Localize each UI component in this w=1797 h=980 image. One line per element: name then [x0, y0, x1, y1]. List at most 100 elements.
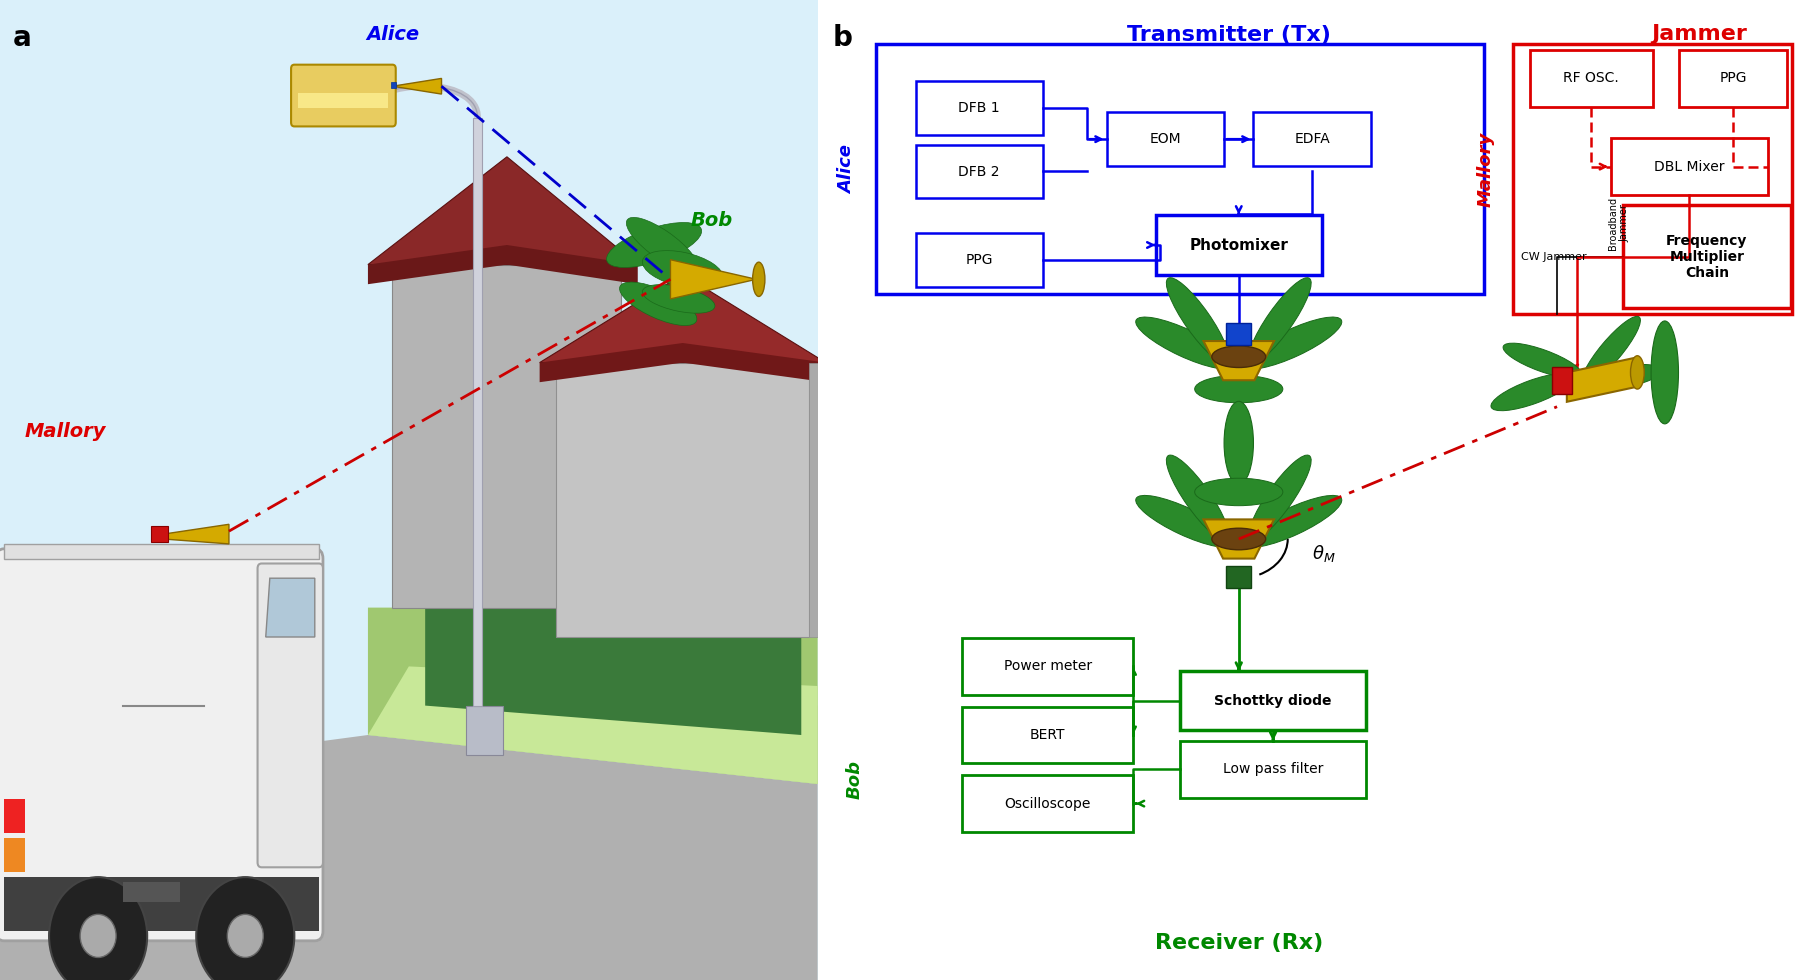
Polygon shape	[266, 578, 314, 637]
Polygon shape	[368, 245, 638, 284]
Text: PPG: PPG	[1720, 72, 1747, 85]
Circle shape	[81, 914, 117, 957]
Bar	[961, 775, 1134, 832]
Polygon shape	[539, 343, 827, 382]
Bar	[1107, 112, 1224, 166]
Ellipse shape	[1211, 346, 1265, 368]
Bar	[916, 233, 1042, 287]
Ellipse shape	[642, 251, 722, 288]
Text: Jammer: Jammer	[1651, 24, 1747, 44]
Text: Broadband
Jammer: Broadband Jammer	[1608, 197, 1630, 250]
Ellipse shape	[1195, 375, 1283, 403]
Text: RF OSC.: RF OSC.	[1563, 72, 1619, 85]
Text: Mallory: Mallory	[25, 422, 106, 441]
Text: Alice: Alice	[837, 145, 855, 194]
Text: EOM: EOM	[1150, 132, 1181, 146]
Bar	[4, 799, 25, 833]
Polygon shape	[1567, 358, 1635, 402]
Text: a: a	[13, 24, 31, 53]
Polygon shape	[392, 78, 442, 94]
Ellipse shape	[1244, 318, 1342, 368]
Polygon shape	[1204, 519, 1274, 559]
Ellipse shape	[627, 218, 699, 272]
Bar	[465, 706, 503, 755]
Bar	[1513, 44, 1792, 314]
Text: BERT: BERT	[1030, 728, 1066, 742]
FancyBboxPatch shape	[257, 564, 323, 867]
Ellipse shape	[1249, 277, 1312, 364]
Text: Alice: Alice	[367, 25, 419, 44]
Bar	[151, 526, 167, 542]
Ellipse shape	[1249, 455, 1312, 541]
Ellipse shape	[1136, 496, 1235, 547]
Ellipse shape	[1630, 356, 1644, 389]
Ellipse shape	[1166, 277, 1229, 364]
Text: EDFA: EDFA	[1294, 132, 1330, 146]
Polygon shape	[539, 274, 827, 363]
Bar	[1623, 206, 1792, 308]
Bar	[1155, 215, 1323, 275]
Bar	[298, 93, 388, 108]
Bar	[916, 144, 1042, 198]
Ellipse shape	[1195, 478, 1283, 506]
Bar	[1181, 741, 1366, 798]
Text: Mallory: Mallory	[1477, 132, 1495, 207]
Text: PPG: PPG	[965, 253, 994, 267]
Text: DBL Mixer: DBL Mixer	[1653, 160, 1725, 173]
Text: Power meter: Power meter	[1005, 660, 1093, 673]
Ellipse shape	[1136, 318, 1235, 368]
Text: Frequency
Multiplier
Chain: Frequency Multiplier Chain	[1666, 233, 1748, 280]
Text: Bob: Bob	[846, 760, 864, 799]
Bar	[1610, 138, 1768, 195]
Circle shape	[226, 914, 264, 957]
Text: DFB 2: DFB 2	[958, 165, 999, 178]
Ellipse shape	[642, 284, 715, 314]
FancyBboxPatch shape	[291, 65, 395, 126]
Text: Low pass filter: Low pass filter	[1222, 762, 1323, 776]
Ellipse shape	[1492, 373, 1574, 411]
FancyBboxPatch shape	[0, 549, 323, 941]
Ellipse shape	[1580, 365, 1662, 390]
Ellipse shape	[1224, 402, 1254, 484]
Bar	[122, 882, 180, 902]
Text: Transmitter (Tx): Transmitter (Tx)	[1127, 24, 1332, 44]
Bar	[916, 80, 1042, 134]
Bar	[4, 838, 25, 872]
Bar	[877, 44, 1484, 294]
Circle shape	[49, 877, 147, 980]
Ellipse shape	[1211, 528, 1265, 550]
Polygon shape	[368, 666, 818, 784]
Text: $\theta_M$: $\theta_M$	[1312, 543, 1335, 564]
Polygon shape	[1204, 341, 1274, 380]
Polygon shape	[670, 260, 757, 299]
Bar	[1680, 50, 1788, 107]
Ellipse shape	[1581, 317, 1641, 385]
Text: b: b	[832, 24, 852, 53]
Text: Photomixer: Photomixer	[1190, 237, 1288, 253]
Ellipse shape	[1651, 320, 1678, 423]
Bar	[809, 363, 850, 637]
Ellipse shape	[1502, 343, 1581, 378]
Bar	[1181, 671, 1366, 730]
Ellipse shape	[1166, 455, 1229, 541]
Bar	[555, 363, 809, 637]
Bar	[961, 638, 1134, 695]
Ellipse shape	[753, 262, 766, 296]
Ellipse shape	[417, 544, 809, 593]
Bar	[390, 82, 395, 88]
Bar	[1226, 566, 1251, 588]
Polygon shape	[0, 735, 818, 980]
Bar	[961, 707, 1134, 763]
Polygon shape	[368, 608, 818, 784]
Text: Bob: Bob	[690, 212, 733, 230]
Ellipse shape	[1244, 496, 1342, 547]
Bar	[4, 877, 318, 931]
Polygon shape	[368, 666, 818, 784]
Bar	[1254, 112, 1371, 166]
Text: Oscilloscope: Oscilloscope	[1005, 797, 1091, 810]
Text: Schottky diode: Schottky diode	[1215, 694, 1332, 708]
Polygon shape	[426, 568, 801, 735]
Text: CW Jammer: CW Jammer	[1520, 252, 1587, 262]
Polygon shape	[164, 524, 228, 544]
Bar	[1529, 50, 1653, 107]
